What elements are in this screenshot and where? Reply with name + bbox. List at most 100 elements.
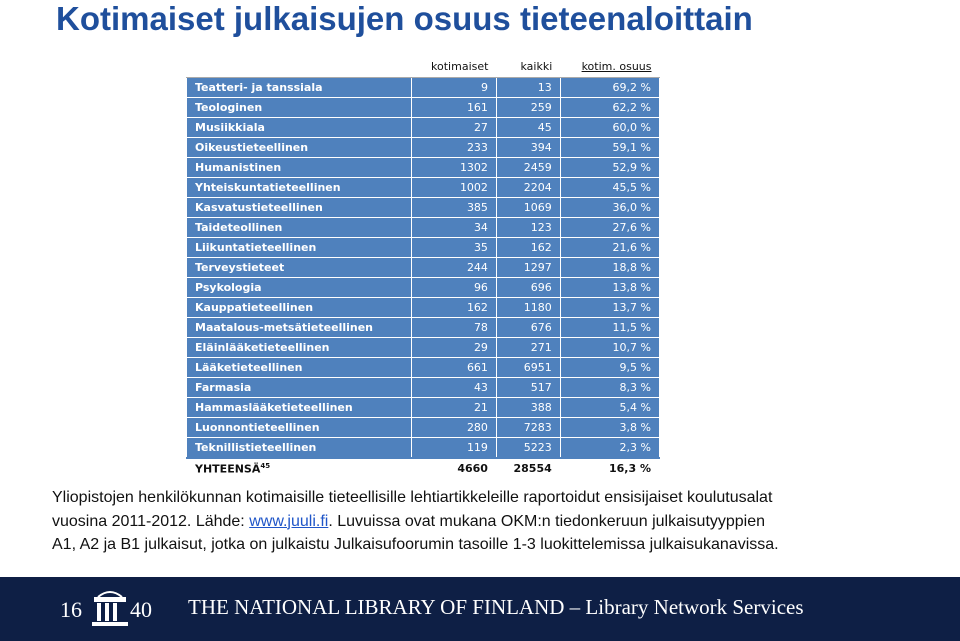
table-row: Humanistinen 1302 2459 52,9 % (185, 157, 661, 178)
table-cell: 69,2 % (559, 77, 661, 98)
table-cell: 36,0 % (559, 197, 661, 218)
header-cell: kaikki (496, 55, 561, 78)
table-cell: Teatteri- ja tanssiala (185, 77, 413, 98)
table-row: Psykologia 96 696 13,8 % (185, 277, 661, 298)
table-row: Teknillistieteellinen 119 5223 2,3 % (185, 437, 661, 459)
logo-text: 40 (130, 597, 152, 622)
header-cell (186, 55, 412, 78)
header-cell: kotimaiset (411, 55, 497, 78)
table-cell: 45 (495, 117, 561, 138)
caption-line: vuosina 2011-2012. Lähde: www.juuli.fi. … (52, 510, 779, 534)
table-cell: Terveystieteet (185, 257, 413, 278)
table-cell: 28554 (495, 457, 561, 479)
table-cell: 96 (411, 277, 497, 298)
table-cell: 27,6 % (559, 217, 661, 238)
logo: 16 40 (60, 589, 160, 629)
table-row: Kauppatieteellinen 162 1180 13,7 % (185, 297, 661, 318)
table-cell: Humanistinen (185, 157, 413, 178)
table-cell: Maatalous-metsätieteellinen (185, 317, 413, 338)
table-cell: 6951 (495, 357, 561, 378)
table-cell: 161 (411, 97, 497, 118)
table-cell: 35 (411, 237, 497, 258)
caption-line: Yliopistojen henkilökunnan kotimaisille … (52, 489, 773, 506)
table-cell: Kasvatustieteellinen (185, 197, 413, 218)
table-cell: Taideteollinen (185, 217, 413, 238)
table-cell: 52,9 % (559, 157, 661, 178)
caption: Yliopistojen henkilökunnan kotimaisille … (52, 486, 779, 557)
table-cell: 13 (495, 77, 561, 98)
table-row: Luonnontieteellinen 280 7283 3,8 % (185, 417, 661, 438)
caption-text: vuosina 2011-2012. Lähde: (52, 512, 250, 530)
table-cell: 60,0 % (559, 117, 661, 138)
header-cell: kotim. osuus (560, 55, 660, 78)
table-cell: 1297 (495, 257, 561, 278)
footer: 16 40 THE NATIONAL LIBRARY OF FINLAND – … (0, 577, 960, 641)
table-cell: 233 (411, 137, 497, 158)
table-cell: 13,7 % (559, 297, 661, 318)
table-cell: Farmasia (185, 377, 413, 398)
table-cell: 9,5 % (559, 357, 661, 378)
table-cell: 8,3 % (559, 377, 661, 398)
source-link[interactable]: www.juuli.fi (249, 512, 329, 530)
table-cell: 5,4 % (559, 397, 661, 418)
table-row: Terveystieteet 244 1297 18,8 % (185, 257, 661, 278)
table-row: Musiikkiala 27 45 60,0 % (185, 117, 661, 138)
table-cell: Luonnontieteellinen (185, 417, 413, 438)
table-cell: 18,8 % (559, 257, 661, 278)
table-cell: 1180 (495, 297, 561, 318)
table-cell: 29 (411, 337, 497, 358)
table-cell: 21,6 % (559, 237, 661, 258)
table-cell: 123 (495, 217, 561, 238)
table-cell: 259 (495, 97, 561, 118)
table-row: Yhteiskuntatieteellinen 1002 2204 45,5 % (185, 177, 661, 198)
table-row: Teatteri- ja tanssiala 9 13 69,2 % (185, 77, 661, 98)
table-cell: 45,5 % (559, 177, 661, 198)
table-cell: Liikuntatieteellinen (185, 237, 413, 258)
table-cell: Oikeustieteellinen (185, 137, 413, 158)
table-row: Farmasia 43 517 8,3 % (185, 377, 661, 398)
table-cell: 1302 (411, 157, 497, 178)
table-row: Taideteollinen 34 123 27,6 % (185, 217, 661, 238)
table-row: Liikuntatieteellinen 35 162 21,6 % (185, 237, 661, 258)
footer-text: THE NATIONAL LIBRARY OF FINLAND – Librar… (188, 595, 804, 619)
slide-title: Kotimaiset julkaisujen osuus tieteenaloi… (56, 0, 753, 37)
table-row: Kasvatustieteellinen 385 1069 36,0 % (185, 197, 661, 218)
table-cell: 21 (411, 397, 497, 418)
table-cell: 34 (411, 217, 497, 238)
table-cell: 11,5 % (559, 317, 661, 338)
table-cell: 4660 (411, 457, 497, 479)
table-cell: 244 (411, 257, 497, 278)
table-cell: 119 (411, 437, 497, 459)
table-cell: 385 (411, 197, 497, 218)
total-label: YHTEENSÄ (195, 462, 261, 476)
table-row: Hammaslääketieteellinen 21 388 5,4 % (185, 397, 661, 418)
table-cell: Psykologia (185, 277, 413, 298)
table-cell: Yhteiskuntatieteellinen (185, 177, 413, 198)
table-cell: 1002 (411, 177, 497, 198)
table-cell: 62,2 % (559, 97, 661, 118)
table-cell: 280 (411, 417, 497, 438)
table-cell: 676 (495, 317, 561, 338)
table-row: Teologinen 161 259 62,2 % (185, 97, 661, 118)
table-cell: 59,1 % (559, 137, 661, 158)
table-cell: 7283 (495, 417, 561, 438)
table-cell: 271 (495, 337, 561, 358)
table-cell: 3,8 % (559, 417, 661, 438)
table-row: Lääketieteellinen 661 6951 9,5 % (185, 357, 661, 378)
table-cell: 2204 (495, 177, 561, 198)
table-cell: 517 (495, 377, 561, 398)
table-cell: 78 (411, 317, 497, 338)
table-cell: 43 (411, 377, 497, 398)
table-cell: Eläinlääketieteellinen (185, 337, 413, 358)
table-cell: 661 (411, 357, 497, 378)
table-cell: 5223 (495, 437, 561, 459)
total-row: YHTEENSÄ45 4660 28554 16,3 % (185, 457, 661, 479)
logo-text: 16 (60, 597, 82, 622)
table-cell: Hammaslääketieteellinen (185, 397, 413, 418)
logo-emblem (92, 591, 128, 626)
table-cell: Kauppatieteellinen (185, 297, 413, 318)
table-cell: 13,8 % (559, 277, 661, 298)
table-cell: 2459 (495, 157, 561, 178)
table-cell: 2,3 % (559, 437, 661, 459)
